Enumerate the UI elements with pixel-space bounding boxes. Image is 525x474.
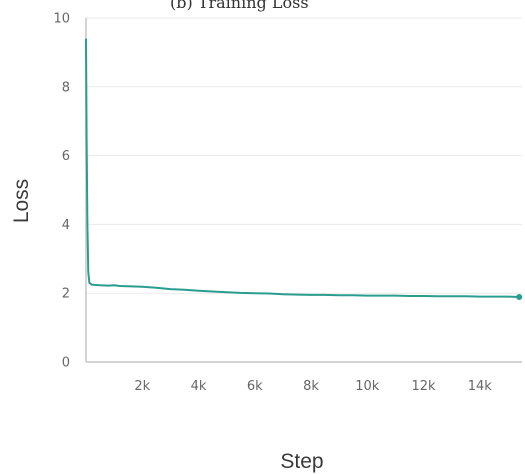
x-tick-label-1: 4k [191, 379, 207, 394]
y-tick-label-0: 0 [62, 356, 70, 371]
series-group [85, 38, 523, 300]
y-tick-labels: 0 2 4 6 8 10 [53, 12, 70, 371]
x-tick-label-3: 8k [303, 379, 319, 394]
x-tick-label-6: 14k [468, 379, 493, 394]
y-axis-title: Loss [10, 179, 33, 223]
x-tick-labels: 2k 4k 6k 8k 10k 12k 14k [134, 379, 492, 394]
x-tick-label-0: 2k [134, 379, 150, 394]
series-endpoint-0 [516, 293, 523, 300]
axes [85, 18, 522, 363]
y-tick-label-3: 6 [62, 149, 70, 164]
y-tick-label-4: 8 [62, 80, 70, 95]
loss-series-line-0 [85, 38, 520, 298]
partial-title-text: (b) Training Loss [170, 0, 309, 12]
x-tick-label-4: 10k [355, 379, 380, 394]
y-tick-label-2: 4 [62, 218, 70, 233]
y-tick-label-5: 10 [53, 12, 70, 27]
x-axis-title: Step [280, 450, 323, 473]
grid [86, 17, 522, 294]
x-tick-label-2: 6k [247, 379, 263, 394]
x-tick-label-5: 12k [412, 379, 437, 394]
y-tick-label-1: 2 [62, 287, 70, 302]
